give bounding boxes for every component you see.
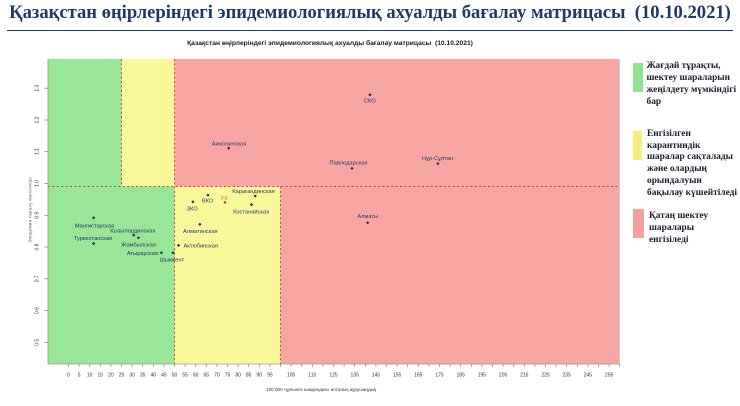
svg-text:Акмолинская: Акмолинская: [212, 142, 247, 148]
svg-text:0.7: 0.7: [35, 275, 41, 282]
svg-text:95: 95: [267, 373, 273, 379]
svg-text:ВКО: ВКО: [202, 199, 214, 205]
svg-text:Костанайская: Костанайская: [233, 208, 269, 215]
svg-text:165: 165: [414, 373, 423, 379]
svg-text:Эпидемия таралу көрсеткіші: Эпидемия таралу көрсеткіші: [28, 177, 33, 243]
svg-text:РК: РК: [221, 196, 229, 202]
svg-text:Павлодарская: Павлодарская: [330, 161, 368, 167]
svg-text:25: 25: [119, 373, 125, 379]
svg-text:75: 75: [225, 373, 231, 379]
svg-text:185: 185: [457, 373, 466, 379]
svg-text:235: 235: [563, 373, 572, 379]
svg-text:105: 105: [287, 373, 296, 379]
svg-text:65: 65: [204, 373, 210, 379]
svg-text:245: 245: [584, 373, 593, 379]
svg-text:1.0: 1.0: [35, 180, 41, 187]
svg-text:Атырауская: Атырауская: [127, 251, 158, 257]
svg-text:175: 175: [435, 373, 444, 379]
svg-text:50: 50: [172, 373, 178, 379]
svg-text:255: 255: [605, 373, 614, 379]
svg-text:45: 45: [161, 373, 167, 379]
svg-text:Карағандинская: Карағандинская: [232, 189, 275, 195]
svg-text:20: 20: [108, 373, 114, 379]
svg-text:55: 55: [182, 373, 188, 379]
svg-text:15: 15: [98, 373, 104, 379]
svg-text:ЗКО: ЗКО: [187, 206, 199, 212]
svg-text:Жамбылская: Жамбылская: [121, 242, 156, 248]
svg-text:80: 80: [235, 373, 241, 379]
svg-text:60: 60: [193, 373, 199, 379]
svg-text:125: 125: [329, 373, 338, 379]
svg-text:195: 195: [478, 373, 487, 379]
svg-text:Алматинская: Алматинская: [183, 229, 218, 235]
svg-text:225: 225: [541, 373, 550, 379]
svg-text:Шымкент: Шымкент: [160, 257, 185, 263]
svg-text:Туркестанская: Туркестанская: [74, 236, 112, 242]
svg-text:135: 135: [351, 373, 360, 379]
svg-text:155: 155: [393, 373, 402, 379]
svg-text:1.1: 1.1: [35, 148, 41, 155]
svg-text:0: 0: [67, 373, 70, 379]
svg-text:СКО: СКО: [364, 99, 376, 105]
svg-text:0.5: 0.5: [35, 339, 41, 346]
svg-text:Мангистауская: Мангистауская: [75, 224, 114, 230]
svg-text:145: 145: [372, 373, 381, 379]
svg-text:Кызылординская: Кызылординская: [110, 229, 155, 235]
svg-text:1.2: 1.2: [35, 116, 41, 123]
svg-text:Актюбинская: Актюбинская: [184, 244, 219, 250]
svg-text:30: 30: [129, 373, 135, 379]
svg-text:0.9: 0.9: [35, 212, 41, 219]
svg-text:5: 5: [78, 373, 81, 379]
svg-text:215: 215: [520, 373, 529, 379]
svg-text:90: 90: [257, 373, 263, 379]
svg-text:85: 85: [246, 373, 252, 379]
svg-text:10: 10: [87, 373, 93, 379]
svg-text:0.6: 0.6: [35, 307, 41, 314]
svg-text:70: 70: [214, 373, 220, 379]
svg-text:115: 115: [308, 373, 316, 379]
svg-text:Нұр-Сұлтан: Нұр-Сұлтан: [422, 156, 453, 162]
svg-text:205: 205: [499, 373, 508, 379]
svg-text:40: 40: [151, 373, 157, 379]
svg-text:0.8: 0.8: [35, 243, 41, 250]
svg-text:1.3: 1.3: [35, 85, 41, 92]
svg-text:Алматы: Алматы: [357, 214, 378, 220]
svg-text:35: 35: [140, 373, 146, 379]
